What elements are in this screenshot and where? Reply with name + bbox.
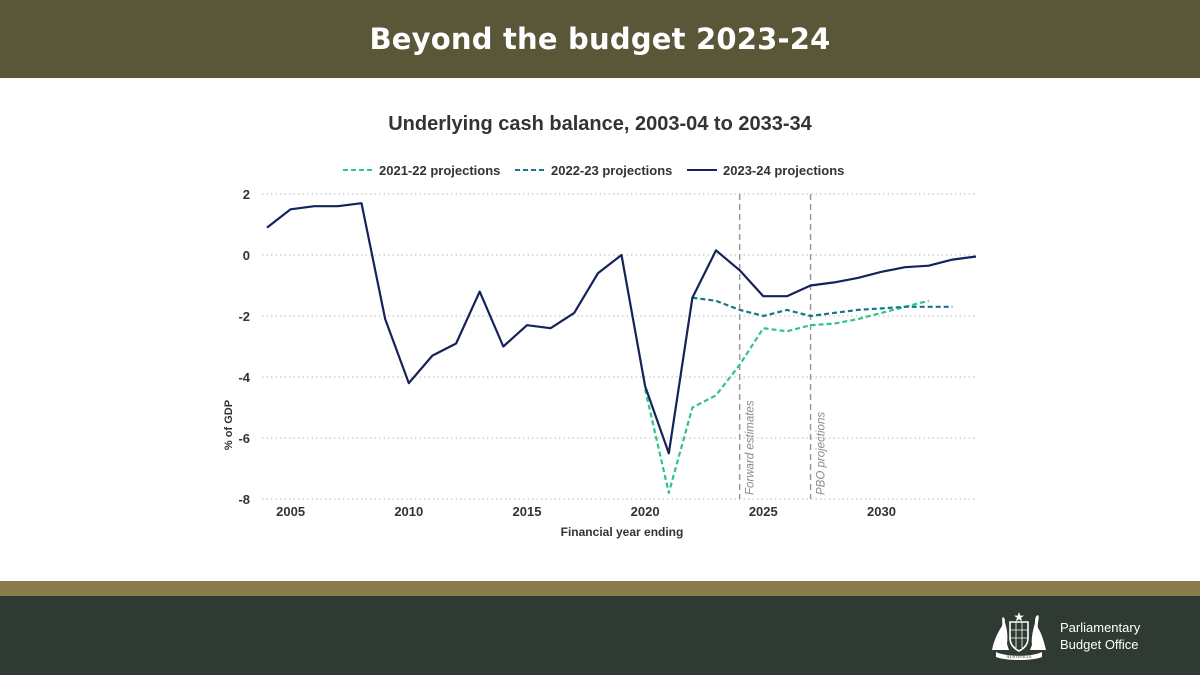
legend-entry: 2023-24 projections [723,163,844,178]
x-tick-label: 2005 [276,504,305,519]
annotations: Forward estimates PBO projections [738,194,828,499]
x-axis-label: Financial year ending [561,525,684,539]
y-axis-label: % of GDP [223,400,235,450]
series-line-2022-23 [692,296,953,318]
legend: 2021-22 projections 2022-23 projections 20… [343,163,844,178]
y-tick-label: -6 [238,431,250,446]
annotation-label: Forward estimates [745,400,757,495]
coat-of-arms-icon: AUSTRALIA [992,612,1046,660]
header-bar: Beyond the budget 2023-24 [0,0,1200,78]
org-name-line2: Budget Office [1060,637,1139,652]
accent-strip [0,581,1200,596]
chart-title: Underlying cash balance, 2003-04 to 2033… [388,113,812,135]
annotation-label: PBO projections [816,412,828,495]
cash-balance-chart: Underlying cash balance, 2003-04 to 2033… [223,113,977,539]
chart-area: Underlying cash balance, 2003-04 to 2033… [0,78,1200,581]
legend-entry: 2021-22 projections [379,163,500,178]
crest-label: AUSTRALIA [1006,654,1032,659]
x-tick-label: 2015 [513,504,542,519]
x-tick-label: 2030 [867,504,896,519]
x-tick-label: 2025 [749,504,778,519]
series-line-2021-22 [644,299,929,494]
y-tick-label: 2 [243,187,250,202]
organization-name: Parliamentary Budget Office [1060,619,1140,653]
x-tick-label: 2020 [631,504,660,519]
y-tick-label: -2 [238,309,250,324]
gridlines [262,193,976,500]
y-axis: 2 0 -2 -4 -6 -8 [238,187,250,507]
series-lines [266,202,977,494]
y-tick-label: -4 [238,370,250,385]
pbo-logo: AUSTRALIA Parliamentary Budget Office [988,610,1168,662]
page-title: Beyond the budget 2023-24 [369,22,831,56]
x-axis: 2005 2010 2015 2020 2025 2030 [276,504,896,519]
x-tick-label: 2010 [394,504,423,519]
org-name-line1: Parliamentary [1060,620,1141,635]
y-tick-label: 0 [243,248,250,263]
y-tick-label: -8 [238,492,250,507]
series-line-2023-24 [266,202,977,455]
legend-entry: 2022-23 projections [551,163,672,178]
